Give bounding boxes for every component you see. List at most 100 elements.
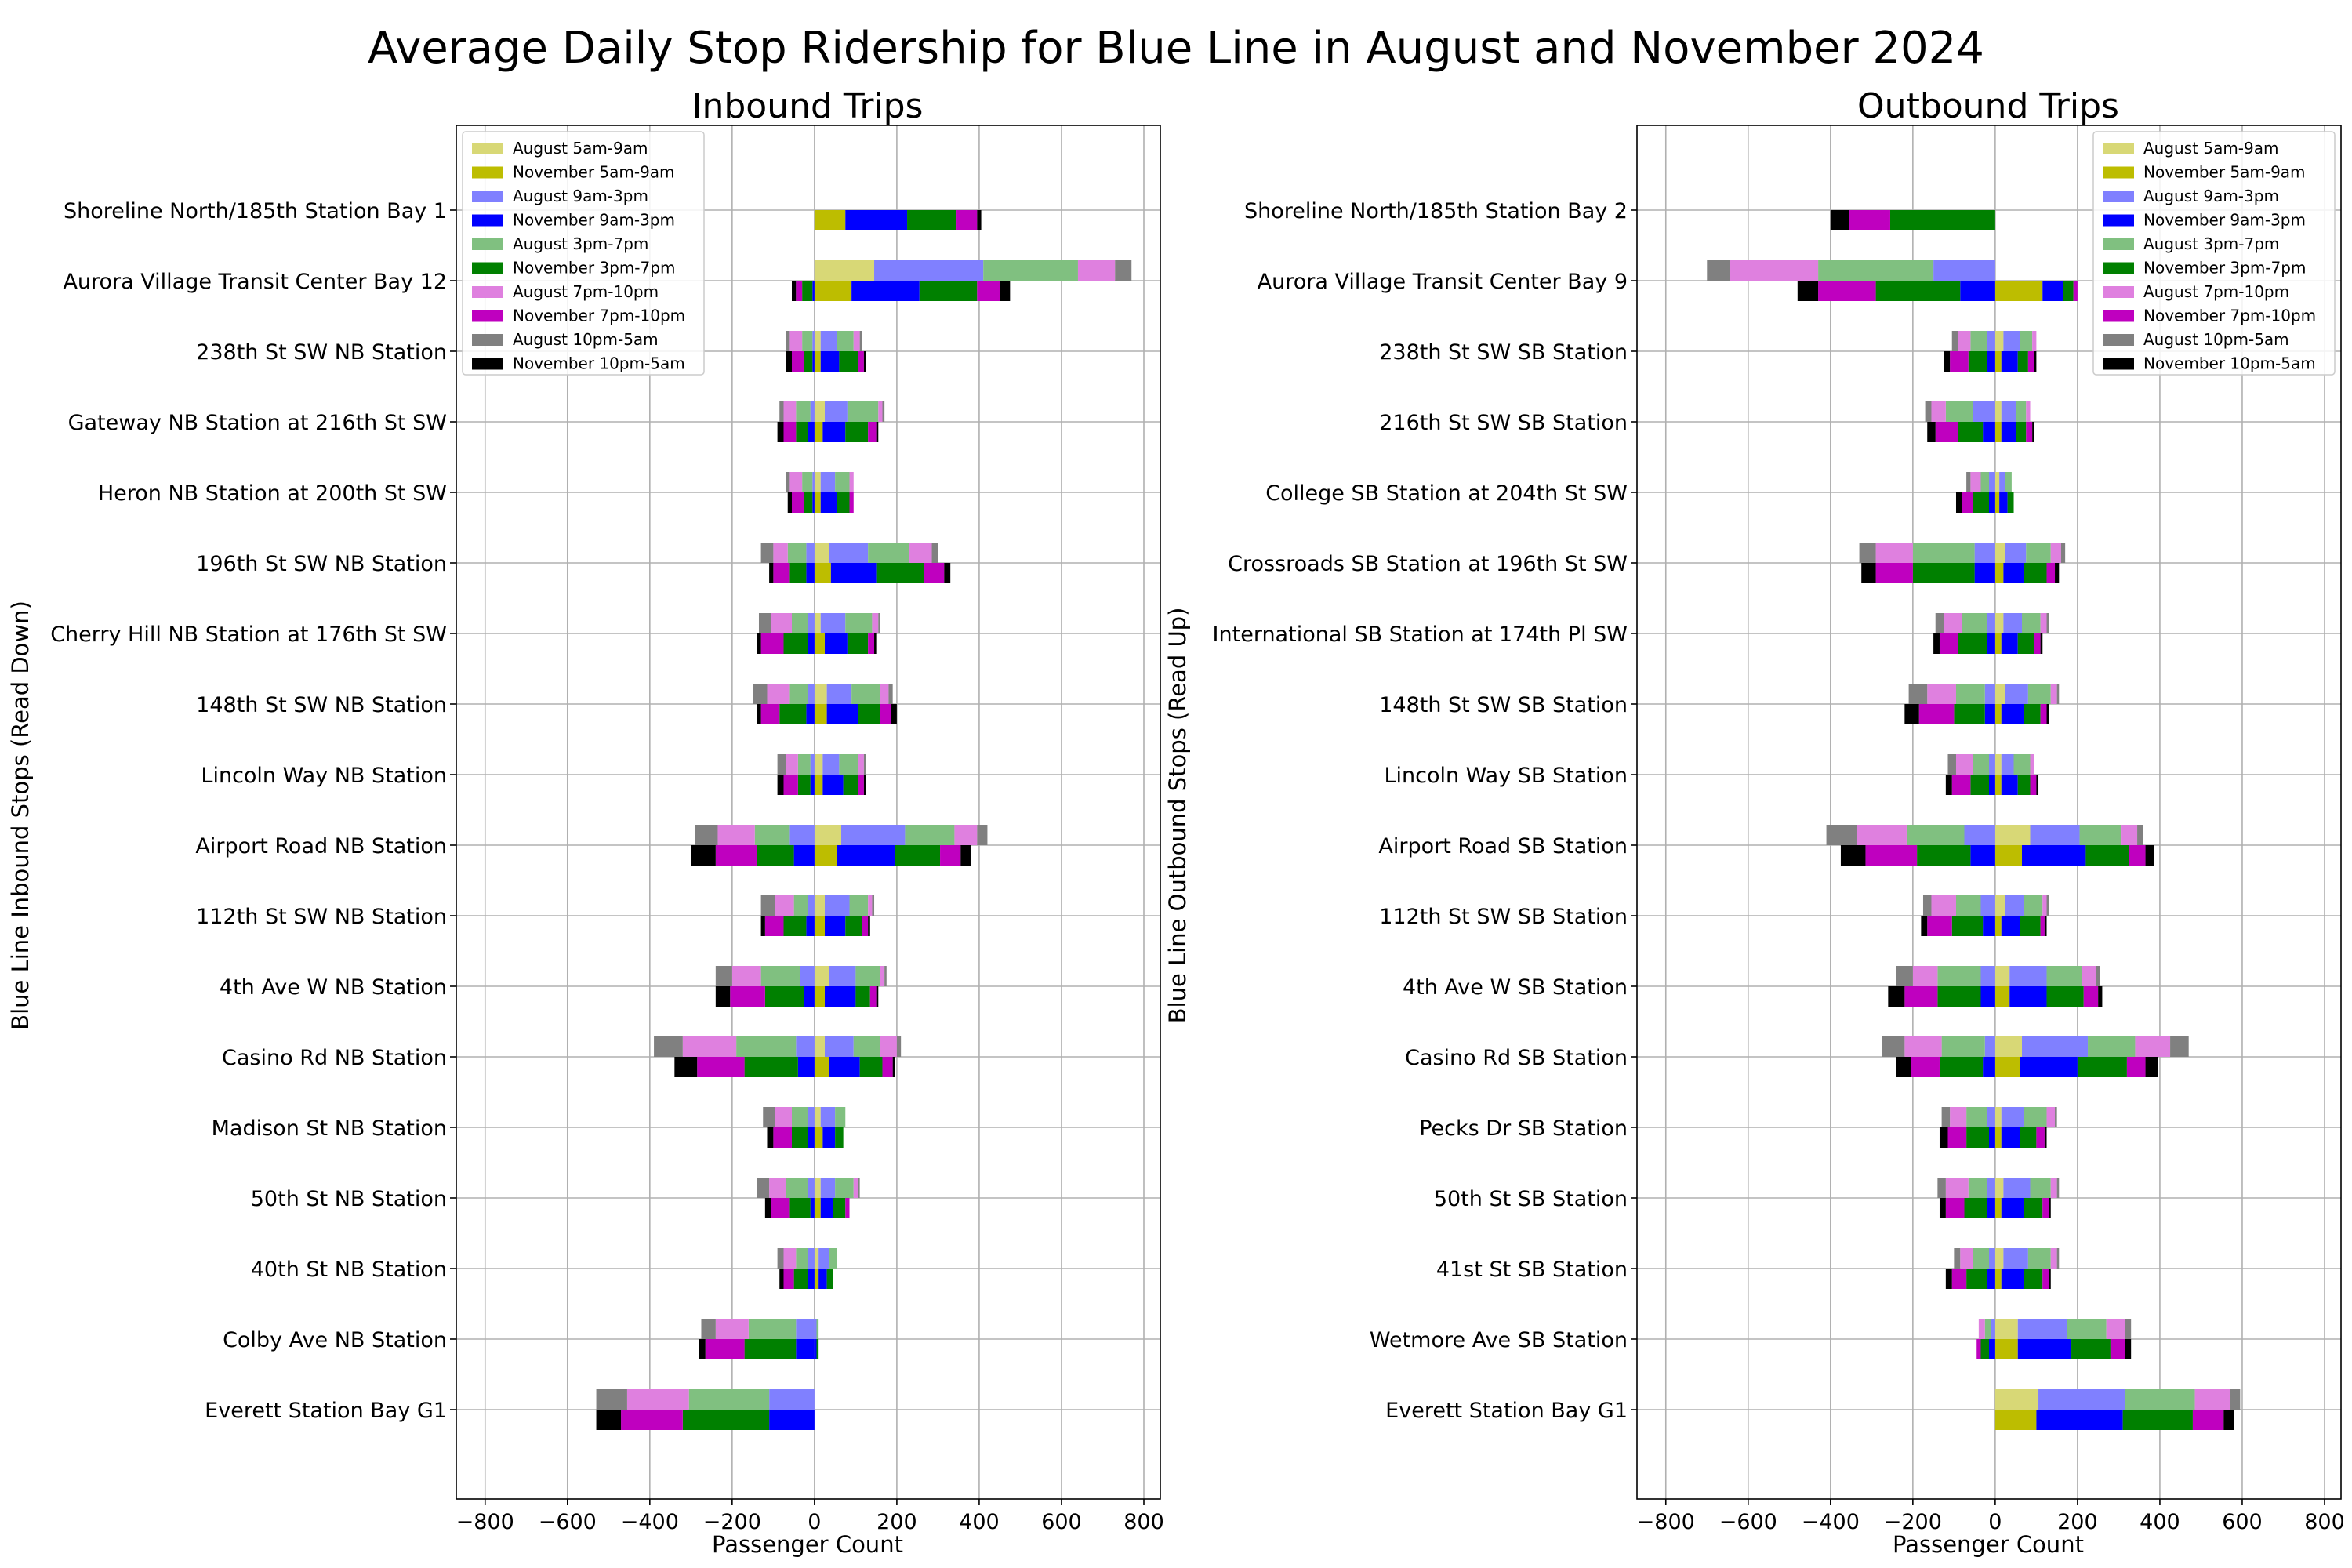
outbound-ylabel: Blue Line Outbound Stops (Read Up) [1164,608,1191,1024]
aug-bar-segment [888,684,893,704]
nov-bar-segment [847,633,869,654]
nov-bar-segment [2027,351,2034,372]
nov-bar-segment [1830,210,1849,230]
aug-bar-segment [814,684,827,704]
aug-bar-segment [814,1036,826,1057]
aug-bar-segment [1994,754,2002,775]
nov-bar-segment [806,916,815,936]
nov-bar-segment [2129,845,2146,866]
stop-tick-label: 112th St SW NB Station [196,905,447,929]
nov-bar-segment [1939,1198,1946,1218]
aug-bar-segment [884,966,887,986]
nov-bar-segment [1994,1339,2018,1359]
nov-bar-segment [1987,351,1995,372]
aug-bar-segment [753,684,768,704]
aug-bar-segment [777,1248,784,1269]
outbound-xlabel: Passenger Count [1893,1531,2084,1558]
aug-bar-segment [1994,543,2006,563]
aug-bar-segment [1955,895,1981,916]
aug-bar-segment [2170,1036,2189,1057]
aug-bar-segment [1974,543,1995,563]
aug-bar-segment [1964,825,1995,845]
nov-bar-segment [2036,1127,2045,1148]
aug-bar-segment [814,825,842,845]
aug-bar-segment [1947,754,1956,775]
aug-bar-segment [853,331,860,351]
nov-bar-segment [2001,916,2020,936]
nov-bar-segment [674,1057,698,1077]
nov-bar-segment [1994,916,2002,936]
nov-bar-segment [1849,210,1890,230]
nov-bar-segment [835,1127,844,1148]
outbound-panel: Outbound Trips Blue Line Outbound Stops … [1164,86,2345,1558]
nov-bar-segment [814,1269,819,1289]
aug-bar-segment [878,401,883,422]
aug-bar-segment [858,754,864,775]
nov-bar-segment [2044,1127,2047,1148]
aug-bar-segment [849,472,854,492]
nov-bar-segment [773,1127,792,1148]
nov-bar-segment [812,492,815,513]
nov-bar-segment [1994,986,2010,1007]
aug-bar-segment [2230,1389,2241,1410]
nov-bar-segment [855,986,870,1007]
aug-bar-segment [2001,1107,2024,1127]
nov-bar-segment [1994,845,2023,866]
nov-bar-segment [845,422,869,442]
nov-bar-segment [837,845,895,866]
aug-bar-segment [868,543,909,563]
aug-bar-segment [1912,966,1938,986]
nov-bar-segment [1911,1057,1940,1077]
aug-bar-segment [826,684,852,704]
x-tick-label: −200 [1884,1510,1942,1534]
nov-bar-segment [814,916,826,936]
nov-bar-segment [596,1410,622,1430]
legend-swatch [2103,166,2134,179]
nov-bar-segment [806,704,815,724]
nov-bar-segment [1904,704,1919,724]
aug-bar-segment [1937,1178,1946,1198]
nov-bar-segment [1994,1410,2037,1430]
nov-bar-segment [769,563,774,583]
aug-bar-segment [896,1036,902,1057]
nov-bar-segment [1966,1127,1989,1148]
aug-bar-segment [2125,1389,2195,1410]
nov-bar-segment [874,633,877,654]
aug-bar-segment [769,1389,815,1410]
aug-bar-segment [2050,543,2061,563]
stop-tick-label: Airport Road SB Station [1378,834,1628,858]
aug-bar-segment [829,1248,837,1269]
nov-bar-segment [1958,633,1987,654]
aug-bar-segment [2013,754,2031,775]
stop-tick-label: 4th Ave W SB Station [1403,975,1628,1000]
nov-bar-segment [977,281,1000,301]
nov-bar-segment [1984,704,1995,724]
aug-bar-segment [1958,331,1971,351]
nov-bar-segment [786,351,792,372]
x-tick-label: −600 [1719,1510,1777,1534]
aug-bar-segment [859,331,862,351]
aug-bar-segment [2020,331,2033,351]
nov-bar-segment [814,492,821,513]
nov-bar-segment [1989,775,1995,795]
aug-bar-segment [1951,331,1958,351]
legend-label: November 9am-3pm [2143,211,2306,230]
aug-bar-segment [814,966,829,986]
nov-bar-segment [764,986,804,1007]
legend-swatch [472,238,503,250]
aug-bar-segment [2005,895,2024,916]
aug-bar-segment [1994,1248,2004,1269]
aug-bar-segment [1994,331,2004,351]
aug-bar-segment [853,1178,858,1198]
aug-bar-segment [1945,1178,1969,1198]
nov-bar-segment [814,422,823,442]
nov-bar-segment [1994,775,2002,795]
aug-bar-segment [2026,401,2031,422]
nov-bar-segment [2034,351,2037,372]
aug-bar-segment [2038,1389,2125,1410]
nov-bar-segment [2046,563,2056,583]
aug-bar-segment [2055,1107,2057,1127]
nov-bar-segment [1970,775,1989,795]
nov-bar-segment [730,986,765,1007]
aug-bar-segment [2194,1389,2230,1410]
